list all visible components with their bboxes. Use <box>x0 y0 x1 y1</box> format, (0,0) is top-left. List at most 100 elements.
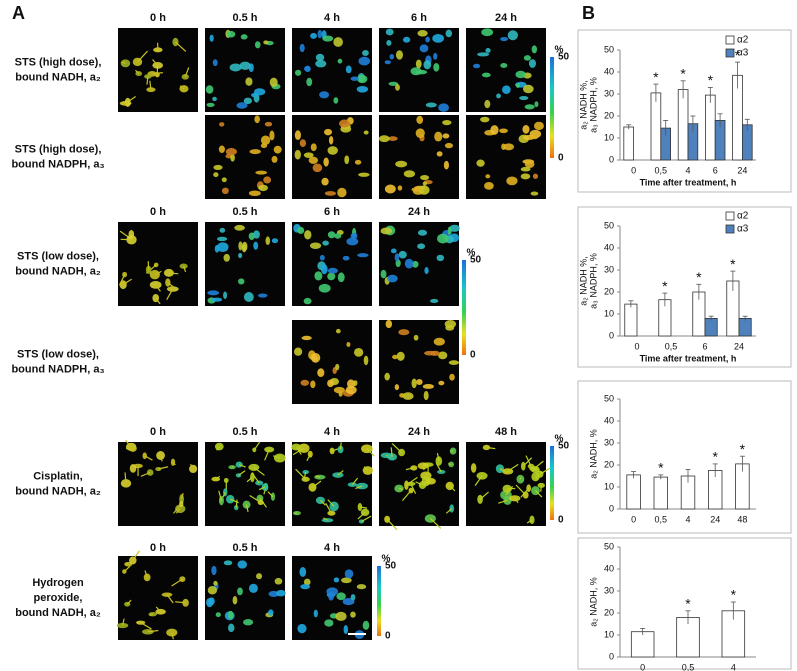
cell <box>335 611 347 621</box>
cell <box>432 33 445 43</box>
time-header: 0.5 h <box>232 426 257 438</box>
cell-process <box>155 297 161 305</box>
cell <box>270 492 276 501</box>
cell <box>276 589 286 597</box>
y-tick-label: 10 <box>604 629 614 639</box>
cell <box>226 30 236 38</box>
panel-label: B <box>582 3 595 23</box>
cell <box>411 187 421 192</box>
cell-process <box>166 594 174 604</box>
cell-process <box>306 453 311 462</box>
cell <box>417 29 428 37</box>
cell <box>260 143 268 149</box>
y-tick-label: 20 <box>604 607 614 617</box>
bar <box>623 126 634 161</box>
cell-process <box>179 85 185 90</box>
cell <box>395 160 408 168</box>
bar <box>704 317 718 337</box>
cell <box>520 173 531 180</box>
cell <box>208 597 215 606</box>
cell <box>519 96 529 101</box>
cell <box>253 230 260 239</box>
cell-process <box>146 76 149 85</box>
time-header: 24 h <box>408 426 430 438</box>
y-tick-label: 10 <box>604 308 614 318</box>
cell-process <box>357 511 366 520</box>
cell-process <box>183 265 187 273</box>
cell <box>394 253 400 262</box>
y-axis-title: a₂ NADH, % <box>588 429 598 479</box>
cell <box>239 61 251 70</box>
time-header: 4 h <box>324 12 340 24</box>
row-label: bound NADPH, a₃ <box>11 363 104 375</box>
cell <box>392 354 398 360</box>
cell <box>257 293 268 298</box>
cell-process <box>126 599 132 605</box>
cell <box>328 135 334 145</box>
cell <box>254 115 260 124</box>
bar <box>677 89 689 161</box>
cell-process <box>355 485 363 490</box>
cell <box>404 258 414 269</box>
time-header: 0 h <box>150 12 166 24</box>
cell <box>243 292 254 302</box>
time-header: 0 h <box>150 542 166 554</box>
x-tick-label: 0,5 <box>655 514 668 524</box>
cell <box>476 159 485 167</box>
cell <box>418 185 430 195</box>
cell <box>327 146 338 155</box>
cell-process <box>235 499 238 508</box>
cell <box>309 242 322 249</box>
cell <box>445 324 455 331</box>
cell <box>499 128 508 134</box>
cell-process <box>137 50 148 63</box>
cell <box>218 145 225 154</box>
cell <box>322 35 334 42</box>
cell <box>248 583 258 593</box>
cell <box>423 390 429 401</box>
micrograph <box>118 222 198 306</box>
cell-process <box>391 443 403 453</box>
colorbar-unit: % <box>467 248 476 259</box>
cell <box>327 272 336 281</box>
y-tick-label: 30 <box>604 437 614 447</box>
cell <box>449 224 460 232</box>
cell <box>207 290 220 296</box>
cell <box>361 444 373 454</box>
cell-process <box>167 282 175 289</box>
cell <box>213 172 219 178</box>
cell <box>403 170 416 178</box>
legend-label: α2 <box>737 211 749 222</box>
cell <box>327 379 334 388</box>
cell <box>337 187 347 198</box>
cell-process <box>390 447 393 457</box>
cell <box>424 266 429 275</box>
colorbar-unit: % <box>382 554 391 565</box>
cell-process <box>339 442 342 450</box>
cell <box>433 52 438 60</box>
cell <box>269 77 278 88</box>
cell-process <box>445 508 453 514</box>
cell <box>388 136 398 141</box>
cell <box>315 59 327 68</box>
micrograph <box>379 319 460 404</box>
cell <box>484 99 491 109</box>
row-label: Hydrogen <box>32 577 84 589</box>
x-tick-label: 4 <box>685 165 690 175</box>
micrograph <box>118 439 198 526</box>
time-header: 0 h <box>150 426 166 438</box>
cell <box>500 36 509 42</box>
cell <box>394 384 400 391</box>
cell <box>447 226 452 235</box>
cell <box>420 174 430 181</box>
cell-process <box>238 464 246 468</box>
significance-marker: * <box>740 441 746 457</box>
y-tick-label: 50 <box>604 220 614 230</box>
time-header: 0.5 h <box>232 206 257 218</box>
row-label: STS (low dose), <box>17 250 99 262</box>
cell <box>503 143 515 151</box>
cell <box>485 174 491 179</box>
cell <box>269 130 275 141</box>
cell <box>237 587 243 596</box>
cell-process <box>152 59 159 66</box>
